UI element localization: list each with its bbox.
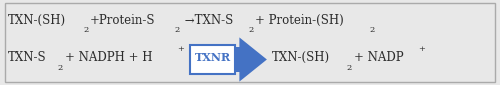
Text: 2: 2 [370,26,375,34]
Text: 2: 2 [83,26,88,34]
Text: 2: 2 [174,26,180,34]
Text: TXNR: TXNR [195,52,231,63]
Text: +: + [178,45,184,53]
Text: +Protein-S: +Protein-S [90,14,156,27]
Text: 2: 2 [347,64,352,72]
Text: + NADPH + H: + NADPH + H [64,51,152,64]
FancyBboxPatch shape [190,45,236,74]
Text: +: + [418,45,424,53]
Text: 2: 2 [58,64,63,72]
Text: + NADP: + NADP [354,51,404,64]
Text: TXN-S: TXN-S [8,51,46,64]
Polygon shape [240,37,267,82]
Text: 2: 2 [248,26,254,34]
Text: TXN-(SH): TXN-(SH) [8,14,66,27]
Text: TXN-(SH): TXN-(SH) [272,51,330,64]
FancyBboxPatch shape [190,47,247,72]
Text: + Protein-(SH): + Protein-(SH) [256,14,344,27]
Text: →TXN-S: →TXN-S [181,14,234,27]
